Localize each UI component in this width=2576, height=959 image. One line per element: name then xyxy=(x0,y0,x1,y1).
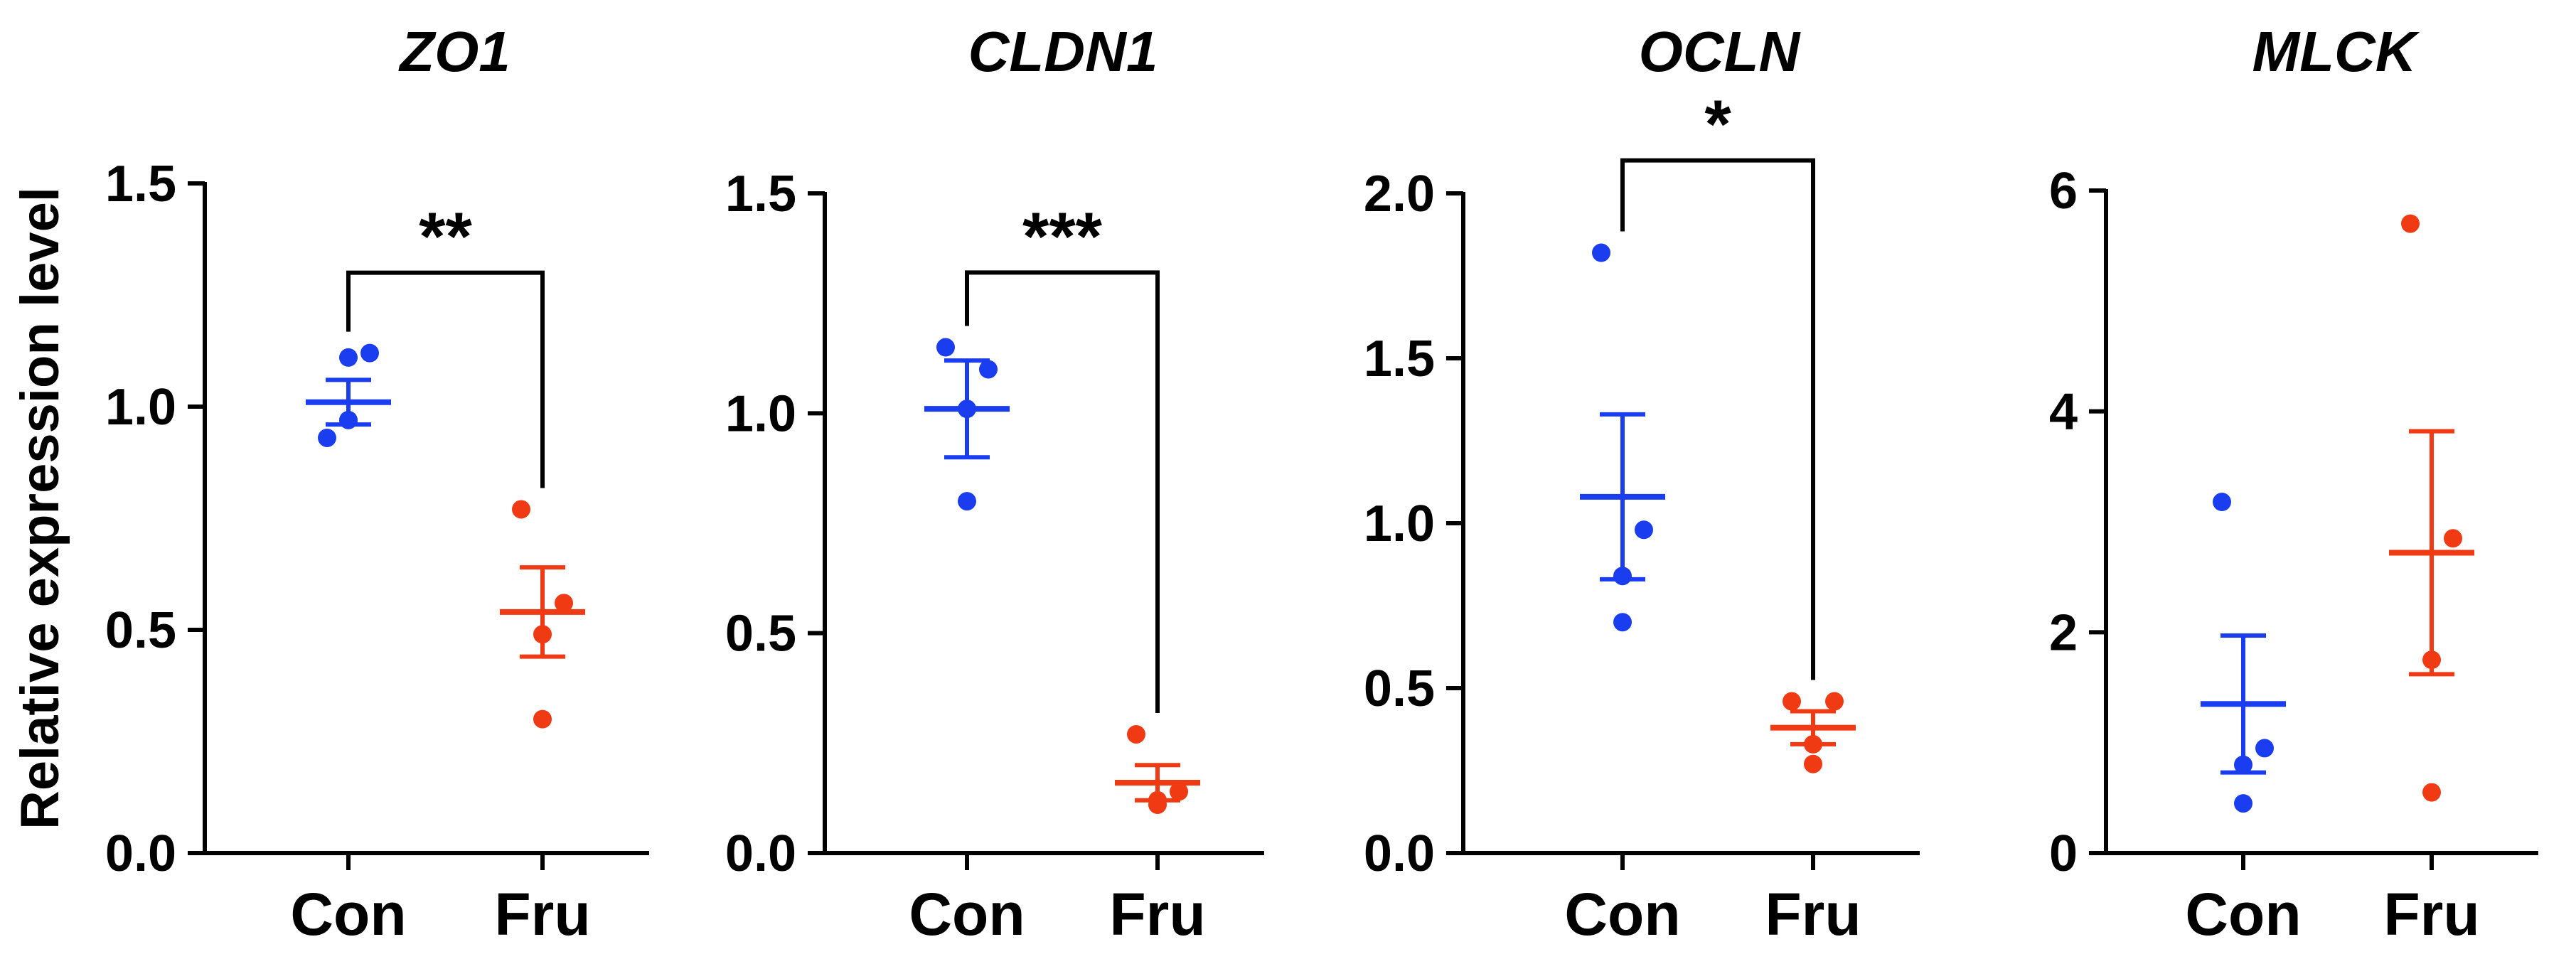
data-point-con xyxy=(1592,243,1610,262)
x-tick-label: Fru xyxy=(1765,881,1861,948)
data-point-con xyxy=(1613,567,1632,586)
data-point-con xyxy=(2213,493,2231,512)
y-tick-label: 0.5 xyxy=(1364,660,1435,717)
data-point-con xyxy=(2234,755,2252,774)
panels: ZO1 0.0 0.5 1.0 1.5 Con Fru ** CLDN1 0.0 0.5 1.0 1.5… xyxy=(105,20,2538,948)
y-tick-label: 2 xyxy=(2049,604,2078,661)
data-point-fru xyxy=(1127,724,1145,744)
data-point-con xyxy=(339,348,358,367)
y-tick-label: 0.0 xyxy=(1364,825,1435,882)
y-tick-label: 6 xyxy=(2049,163,2078,220)
x-tick-label: Fru xyxy=(494,881,590,948)
y-tick-label: 0.5 xyxy=(105,602,176,659)
y-tick-label: 1.5 xyxy=(105,156,176,213)
x-tick-label: Con xyxy=(2185,881,2301,948)
x-tick-label: Con xyxy=(1564,881,1680,948)
significance-bracket xyxy=(965,270,1160,713)
data-point-fru xyxy=(533,709,552,729)
panel-title: MLCK xyxy=(2252,20,2420,83)
y-tick-label: 1.5 xyxy=(725,166,796,223)
y-tick-label: 1.0 xyxy=(725,385,796,442)
y-tick-label: 0.0 xyxy=(105,825,176,882)
significance-bracket xyxy=(1620,158,1815,680)
x-tick-label: Con xyxy=(290,881,406,948)
data-point-fru xyxy=(1804,754,1822,773)
panel-title: CLDN1 xyxy=(968,20,1158,83)
y-tick-label: 2.0 xyxy=(1364,166,1435,223)
data-point-con xyxy=(958,400,976,419)
data-point-fru xyxy=(512,500,530,519)
data-point-con xyxy=(360,343,379,363)
data-point-con xyxy=(318,428,336,447)
data-point-fru xyxy=(1148,791,1167,810)
significance-label: * xyxy=(1704,87,1731,163)
y-tick-label: 1.5 xyxy=(1364,331,1435,387)
data-point-con xyxy=(1613,613,1632,632)
panel-title: OCLN xyxy=(1639,20,1802,83)
data-point-fru xyxy=(2444,529,2462,548)
data-point-fru xyxy=(2401,214,2420,233)
panel-cldn1: CLDN1 0.0 0.5 1.0 1.5 Con Fru *** xyxy=(725,20,1264,948)
significance-label: ** xyxy=(419,199,472,275)
panel-mlck: MLCK 0 2 4 6 Con Fru xyxy=(2049,20,2538,948)
panel-title: ZO1 xyxy=(398,20,511,83)
data-point-con xyxy=(2255,739,2274,758)
panel-ocln: OCLN 0.0 0.5 1.0 1.5 2.0 Con Fru * xyxy=(1364,20,1920,948)
data-point-fru xyxy=(1804,734,1822,754)
data-point-con xyxy=(936,338,955,357)
significance-bracket xyxy=(346,270,545,488)
data-point-con xyxy=(979,360,998,379)
data-point-con xyxy=(2234,794,2252,813)
data-point-fru xyxy=(1825,692,1844,711)
y-tick-label: 0.0 xyxy=(725,825,796,882)
data-point-con xyxy=(1635,520,1653,540)
panel-zo1: ZO1 0.0 0.5 1.0 1.5 Con Fru ** xyxy=(105,20,649,948)
y-tick-label: 4 xyxy=(2049,384,2078,441)
data-point-fru xyxy=(1170,782,1188,801)
y-axis-label: Relative expression level xyxy=(10,187,70,830)
data-point-fru xyxy=(555,594,573,613)
data-point-fru xyxy=(1783,692,1801,711)
x-tick-label: Fru xyxy=(1109,881,1205,948)
y-tick-label: 0.5 xyxy=(725,606,796,663)
data-point-fru xyxy=(2422,650,2441,670)
y-tick-label: 1.0 xyxy=(105,379,176,436)
data-point-con xyxy=(958,492,976,511)
data-point-con xyxy=(339,410,358,429)
x-tick-label: Con xyxy=(909,881,1025,948)
y-tick-label: 1.0 xyxy=(1364,495,1435,552)
significance-label: *** xyxy=(1022,198,1103,274)
y-tick-label: 0 xyxy=(2049,825,2078,882)
data-point-fru xyxy=(533,625,552,644)
data-point-fru xyxy=(2422,783,2441,802)
x-tick-label: Fru xyxy=(2383,881,2479,948)
